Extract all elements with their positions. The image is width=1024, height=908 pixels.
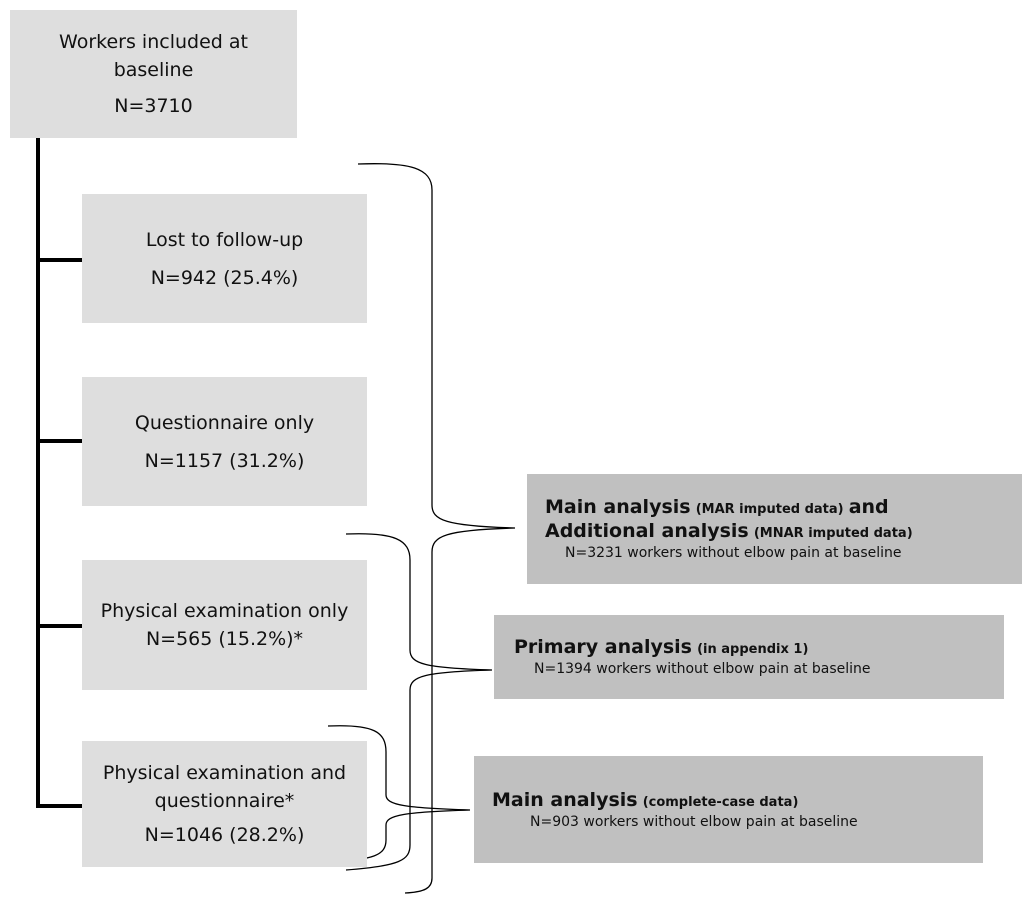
lost-count: N=942 (25.4%) xyxy=(150,266,299,289)
baseline-count: N=3710 xyxy=(114,95,193,117)
mar-title-row: Main analysis (MAR imputed data) and xyxy=(545,495,889,519)
complete-case-analysis-box: Main analysis (complete-case data) N=903… xyxy=(474,756,983,863)
complete-title: Main analysis xyxy=(492,788,638,811)
both-label-line2: questionnaire* xyxy=(154,790,295,812)
questionnaire-only-box: Questionnaire only N=1157 (31.2%) xyxy=(82,377,367,506)
baseline-label-line1: Workers included at xyxy=(59,31,248,53)
primary-title-row: Primary analysis (in appendix 1) xyxy=(514,635,808,659)
both-count: N=1046 (28.2%) xyxy=(144,824,305,846)
brace-complete-case xyxy=(327,725,471,863)
mar-note: (MAR imputed data) xyxy=(695,502,844,517)
primary-analysis-box: Primary analysis (in appendix 1) N=1394 … xyxy=(494,615,1004,699)
baseline-box: Workers included at baseline N=3710 xyxy=(10,10,297,138)
mar-subtitle: N=3231 workers without elbow pain at bas… xyxy=(565,545,902,561)
complete-subtitle: N=903 workers without elbow pain at base… xyxy=(530,813,858,830)
mnar-note: (MNAR imputed data) xyxy=(753,526,913,541)
mar-and: and xyxy=(848,496,889,518)
complete-title-row: Main analysis (complete-case data) xyxy=(492,788,798,812)
primary-title: Primary analysis xyxy=(514,636,692,658)
physical-exam-only-box: Physical examination only N=565 (15.2%)* xyxy=(82,560,367,690)
baseline-label-line2: baseline xyxy=(113,59,194,81)
questionnaire-label: Questionnaire only xyxy=(134,411,315,434)
primary-note: (in appendix 1) xyxy=(697,642,809,657)
mar-title: Main analysis xyxy=(545,496,691,518)
mnar-title: Additional analysis xyxy=(545,520,749,542)
questionnaire-count: N=1157 (31.2%) xyxy=(144,449,305,472)
brace-all-workers xyxy=(357,162,516,894)
lost-label: Lost to follow-up xyxy=(145,228,304,251)
physical-count: N=565 (15.2%)* xyxy=(145,628,304,650)
mnar-title-row: Additional analysis (MNAR imputed data) xyxy=(545,519,913,543)
primary-subtitle: N=1394 workers without elbow pain at bas… xyxy=(534,661,871,677)
both-label-line1: Physical examination and xyxy=(102,762,347,784)
physical-label: Physical examination only xyxy=(100,600,349,622)
complete-note: (complete-case data) xyxy=(642,794,799,810)
mar-mnar-analysis-box: Main analysis (MAR imputed data) and Add… xyxy=(527,474,1022,584)
brace-physical-workers xyxy=(345,533,493,871)
lost-to-follow-up-box: Lost to follow-up N=942 (25.4%) xyxy=(82,194,367,323)
physical-and-questionnaire-box: Physical examination and questionnaire* … xyxy=(82,741,367,867)
